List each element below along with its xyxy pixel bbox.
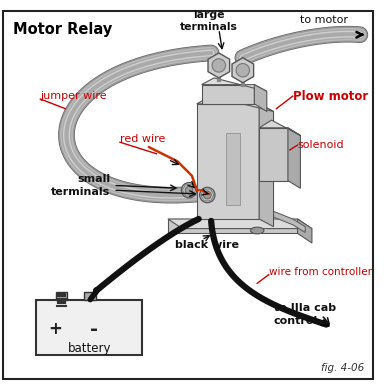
Text: black wire: black wire xyxy=(175,240,239,250)
Text: battery: battery xyxy=(67,342,111,355)
Polygon shape xyxy=(168,219,298,233)
Polygon shape xyxy=(197,104,259,219)
Text: -: - xyxy=(90,320,98,339)
Circle shape xyxy=(203,191,211,199)
Polygon shape xyxy=(225,133,240,205)
Polygon shape xyxy=(254,85,267,112)
Text: to IIIa cab
control: to IIIa cab control xyxy=(274,303,336,326)
Polygon shape xyxy=(298,219,312,243)
Text: Motor Relay: Motor Relay xyxy=(13,22,113,37)
Polygon shape xyxy=(168,219,312,229)
Bar xyxy=(56,292,67,300)
Bar xyxy=(36,300,142,355)
Circle shape xyxy=(181,183,197,198)
Ellipse shape xyxy=(250,227,264,234)
Text: large
terminals: large terminals xyxy=(180,10,238,32)
Text: fig. 4-06: fig. 4-06 xyxy=(321,363,365,372)
Polygon shape xyxy=(259,120,300,135)
Circle shape xyxy=(236,64,250,77)
Bar xyxy=(84,292,96,300)
Text: small
terminals: small terminals xyxy=(51,174,111,197)
Polygon shape xyxy=(201,78,267,91)
Text: red wire: red wire xyxy=(120,134,165,144)
Text: +: + xyxy=(49,320,63,339)
Circle shape xyxy=(200,187,215,203)
Polygon shape xyxy=(208,53,230,78)
Text: jumper wire: jumper wire xyxy=(40,91,107,101)
Polygon shape xyxy=(274,211,305,232)
Text: to motor: to motor xyxy=(300,14,348,25)
Polygon shape xyxy=(288,128,300,188)
Circle shape xyxy=(185,186,193,194)
Circle shape xyxy=(212,59,225,72)
Polygon shape xyxy=(201,85,254,104)
Polygon shape xyxy=(232,58,254,83)
Polygon shape xyxy=(259,104,274,227)
Text: wire from controller: wire from controller xyxy=(269,267,372,277)
Text: solenoid: solenoid xyxy=(298,140,344,150)
Polygon shape xyxy=(259,128,288,181)
Polygon shape xyxy=(197,96,274,112)
Text: Plow motor: Plow motor xyxy=(293,90,368,103)
